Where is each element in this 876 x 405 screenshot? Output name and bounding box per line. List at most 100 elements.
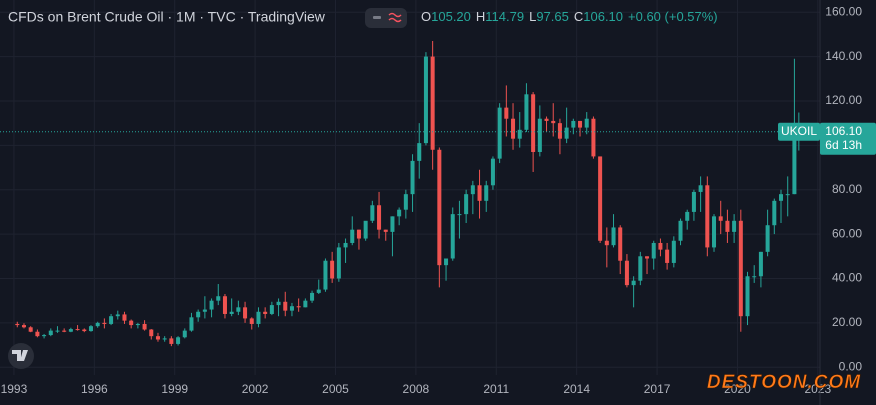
eye-icon[interactable] xyxy=(373,16,381,19)
ohlc-key: L xyxy=(529,9,536,24)
candle-body xyxy=(243,307,248,319)
ohlc-value: 106.10 xyxy=(583,9,623,24)
candle-body xyxy=(109,316,114,324)
candle-body xyxy=(591,118,596,157)
candle-body xyxy=(35,331,40,337)
chart-title: CFDs on Brent Crude Oil · 1M · TVC · Tra… xyxy=(8,9,326,25)
candle-body xyxy=(611,227,616,246)
candle-body xyxy=(658,242,663,250)
candle-body xyxy=(745,276,750,317)
candle-body xyxy=(263,311,268,314)
x-tick-label: 1996 xyxy=(81,382,108,396)
x-tick-label: 2005 xyxy=(322,382,349,396)
candle-body xyxy=(182,330,187,338)
y-tick-label: 160.00 xyxy=(825,4,862,18)
ohlc-value: 97.65 xyxy=(536,9,569,24)
candle-body xyxy=(758,251,763,277)
candle-body xyxy=(88,326,93,332)
logo-mark xyxy=(12,350,28,361)
x-tick-label: 2011 xyxy=(483,382,509,396)
y-tick-label: 20.00 xyxy=(832,315,862,329)
candle-body xyxy=(363,220,368,239)
toggle-bg[interactable] xyxy=(365,8,407,28)
y-tick-label: 120.00 xyxy=(825,93,862,107)
candle-body xyxy=(155,336,160,340)
candle-body xyxy=(691,191,696,212)
candle-body xyxy=(651,242,656,259)
ohlc-value: 114.79 xyxy=(485,9,524,24)
candle-body xyxy=(584,118,589,128)
candle-body xyxy=(470,185,475,195)
candle-body xyxy=(383,229,388,232)
candle-body xyxy=(725,220,730,232)
candle-body xyxy=(624,260,629,286)
ohlc-key: O xyxy=(421,9,431,24)
candle-body xyxy=(303,300,308,308)
x-tick-label: 1993 xyxy=(1,382,28,396)
candle-body xyxy=(477,185,482,201)
candle-body xyxy=(712,216,717,248)
candle-body xyxy=(350,229,355,243)
candle-body xyxy=(330,260,335,279)
candle-body xyxy=(631,280,636,286)
candle-body xyxy=(732,220,737,232)
candle-body xyxy=(249,318,254,324)
candle-body xyxy=(698,185,703,192)
x-tick-label: 2008 xyxy=(403,382,430,396)
candle-body xyxy=(310,292,315,301)
candle-body xyxy=(129,320,134,326)
candle-body xyxy=(772,200,777,226)
candle-body xyxy=(316,289,321,293)
candle-body xyxy=(115,314,120,317)
header-toggles[interactable] xyxy=(365,8,407,28)
candle-body xyxy=(283,301,288,311)
price-label: 106.10 xyxy=(825,124,862,138)
ohlc-value: 105.20 xyxy=(431,9,471,24)
x-tick-label: 2017 xyxy=(644,382,671,396)
candle-body xyxy=(377,205,382,230)
candle-body xyxy=(142,323,147,330)
candle-body xyxy=(135,323,140,326)
candle-body xyxy=(229,311,234,314)
candle-body xyxy=(390,216,395,232)
candle-body xyxy=(557,123,562,139)
y-tick-label: 80.00 xyxy=(832,182,862,196)
symbol-tag xyxy=(778,122,820,141)
candle-body xyxy=(484,185,489,201)
candle-body xyxy=(102,322,107,324)
wave-icon[interactable] xyxy=(388,12,402,23)
candle-body xyxy=(511,118,516,139)
candle-body xyxy=(685,211,690,221)
candle-body xyxy=(410,160,415,195)
candle-body xyxy=(430,56,435,150)
ohlc-text: O105.20 H114.79 L97.65 C106.10 +0.60 (+0.57%… xyxy=(421,9,718,24)
candle-body xyxy=(718,216,723,221)
candle-body xyxy=(75,329,80,331)
candle-body xyxy=(497,107,502,159)
y-tick-label: 140.00 xyxy=(825,49,862,63)
candle-body xyxy=(571,120,576,128)
candle-body xyxy=(752,276,757,278)
candle-body xyxy=(779,194,784,201)
candle-body xyxy=(403,194,408,210)
candle-body xyxy=(665,249,670,263)
watermark: DESTOON.COM xyxy=(707,372,861,393)
candle-body xyxy=(705,185,710,248)
x-tick-label: 2020 xyxy=(724,382,751,396)
candle-body xyxy=(222,296,227,314)
candle-body xyxy=(490,158,495,186)
candle-body xyxy=(356,229,361,239)
candle-body xyxy=(531,94,536,152)
ohlc-legend: O105.20 H114.79 L97.65 C106.10 +0.60 (+0.57%… xyxy=(421,9,718,24)
candle-body xyxy=(336,247,341,279)
candle-body xyxy=(42,335,47,337)
candle-body xyxy=(457,214,462,216)
candle-body xyxy=(236,307,241,312)
candle-body xyxy=(517,129,522,139)
candle-body xyxy=(578,120,583,128)
x-tick-label: 2014 xyxy=(563,382,590,396)
candle-body xyxy=(28,327,33,332)
candle-body xyxy=(370,205,375,221)
candle-body xyxy=(276,301,281,306)
